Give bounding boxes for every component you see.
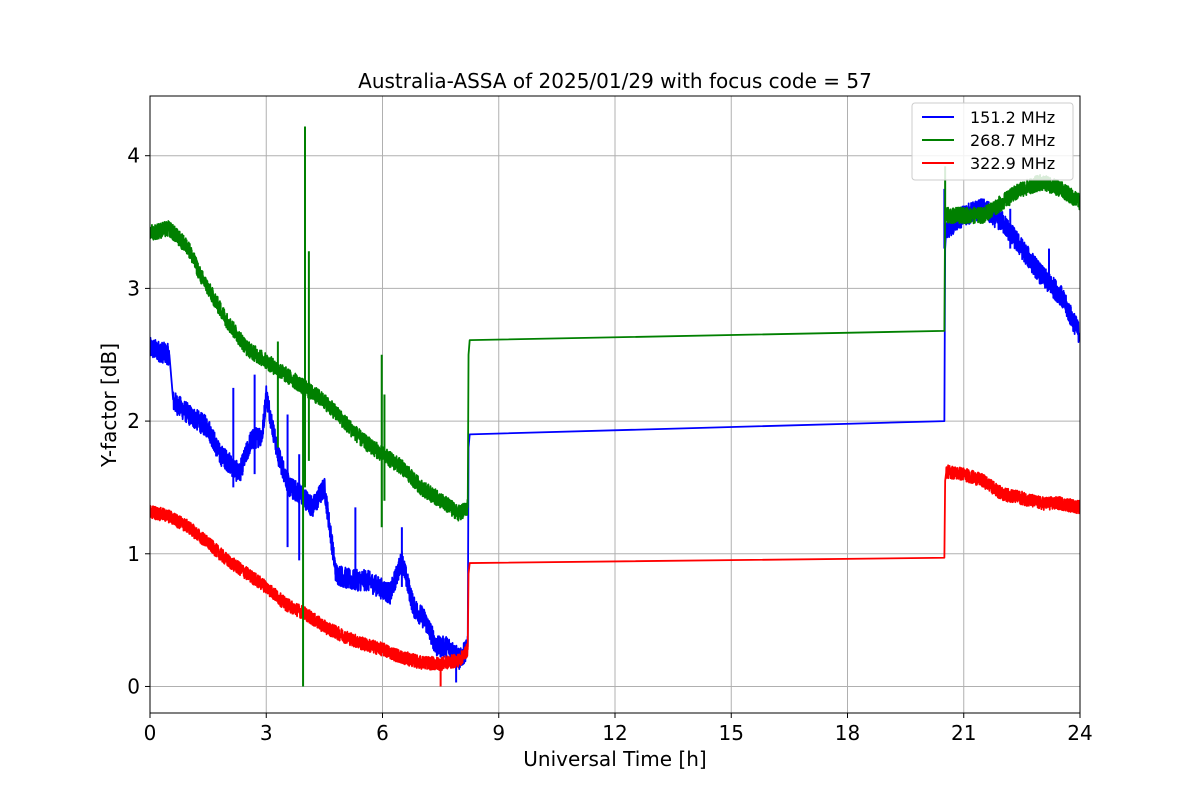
y-tick-label: 0 [127, 674, 140, 698]
x-tick-label: 21 [951, 721, 976, 745]
chart-title: Australia-ASSA of 2025/01/29 with focus … [358, 69, 872, 93]
x-tick-label: 24 [1067, 721, 1092, 745]
x-tick-label: 15 [719, 721, 744, 745]
y-tick-label: 3 [127, 276, 140, 300]
x-tick-label: 18 [835, 721, 860, 745]
legend-box [911, 102, 1074, 181]
y-tick-label: 4 [127, 144, 140, 168]
y-axis-label: Y-factor [dB] [97, 343, 121, 468]
series-line-322-9-mhz [150, 464, 1080, 672]
y-tick-label: 1 [127, 542, 140, 566]
series-line-151-2-mhz [150, 198, 1080, 671]
y-axis-ticks: 0 1 2 3 4 [127, 144, 150, 698]
legend: 151.2 MHz 268.7 MHz 322.9 MHz [911, 102, 1074, 181]
legend-label-151: 151.2 MHz [970, 108, 1055, 127]
x-tick-label: 12 [602, 721, 627, 745]
x-tick-label: 0 [144, 721, 157, 745]
x-axis-label: Universal Time [h] [523, 747, 706, 771]
x-tick-label: 6 [376, 721, 389, 745]
x-tick-label: 3 [260, 721, 273, 745]
legend-label-322: 322.9 MHz [970, 154, 1055, 173]
x-tick-label: 9 [492, 721, 505, 745]
x-axis-ticks: 0 3 6 9 12 15 18 21 24 [144, 713, 1093, 745]
series-line-268-7-mhz [150, 174, 1080, 522]
y-tick-label: 2 [127, 409, 140, 433]
legend-label-268: 268.7 MHz [970, 131, 1055, 150]
